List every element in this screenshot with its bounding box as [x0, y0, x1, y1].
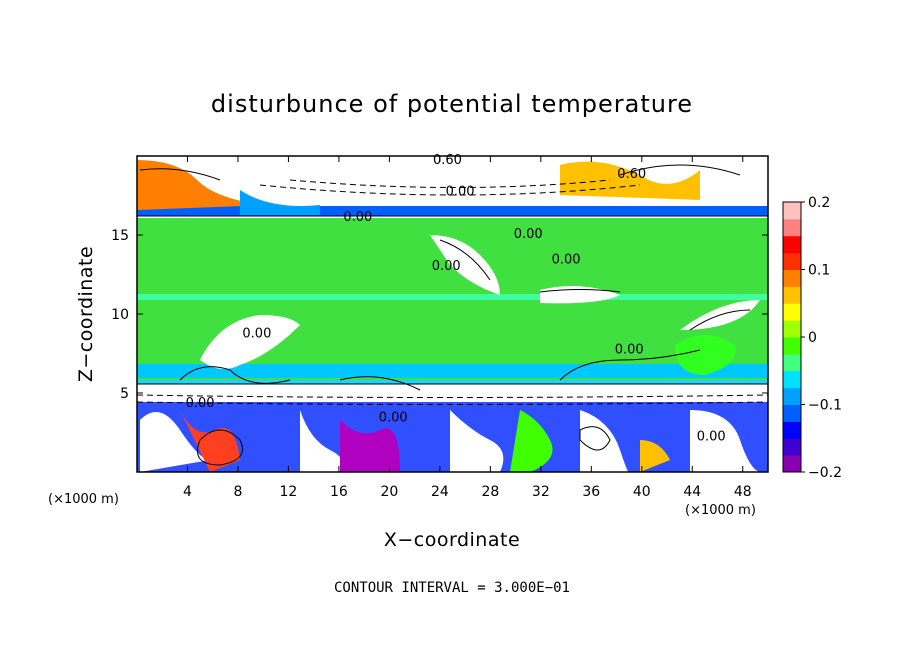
colorbar-swatch — [783, 455, 801, 473]
x-tick-label: 40 — [633, 484, 651, 500]
x-tick-label: 44 — [683, 484, 701, 500]
blob-green-1 — [510, 410, 553, 472]
contour-mid-1 — [179, 366, 291, 384]
colorbar-swatch — [783, 269, 801, 287]
x-tick-label: 16 — [330, 484, 348, 500]
colorbar-swatch — [783, 421, 801, 439]
colorbar-tick-label: −0.1 — [808, 398, 842, 414]
blob-upper-left — [200, 315, 300, 369]
blob-right-lower — [675, 335, 736, 375]
x-tick-label: 24 — [431, 484, 449, 500]
blob-white-1 — [140, 412, 210, 472]
x-tick-label: 48 — [734, 484, 752, 500]
colorbar-tick-label: 0 — [808, 330, 817, 346]
contour-label: 0.00 — [697, 429, 726, 444]
contour-interval-note: CONTOUR INTERVAL = 3.000E−01 — [334, 580, 570, 596]
contour-label: 0.00 — [379, 410, 408, 425]
y-tick-label: 5 — [120, 386, 129, 402]
y-axis: 5 10 15 — [111, 228, 768, 402]
inversion-white-band — [137, 384, 768, 402]
contour-mid-5 — [539, 289, 621, 293]
mid-band-cyan — [137, 294, 768, 300]
contour-label: 0.00 — [615, 343, 644, 358]
colorbar-swatch — [783, 303, 801, 321]
contour-label: 0.60 — [433, 153, 462, 168]
colorbar-swatch — [783, 320, 801, 338]
x-axis-label: X−coordinate — [384, 529, 520, 551]
colorbar-swatch — [783, 218, 801, 237]
blob-magenta-1 — [340, 420, 400, 472]
colorbar-swatch — [783, 202, 801, 220]
x-tick-label: 36 — [582, 484, 600, 500]
colorbar-swatch — [783, 252, 801, 270]
blob-yellow-1 — [640, 440, 670, 472]
contour-mid-6 — [689, 309, 751, 331]
colorbar-swatch — [783, 353, 801, 372]
x-axis: 4 8 12 16 20 24 28 32 36 40 44 48 — [183, 156, 752, 500]
colorbar-swatch — [783, 387, 801, 405]
colorbar-swatch — [783, 438, 801, 456]
mid-band-blue — [137, 364, 768, 378]
x-tick-label: 4 — [183, 484, 192, 500]
y-tick-label: 15 — [111, 228, 129, 244]
colorbar-swatch — [783, 337, 801, 355]
contour-label: 0.00 — [514, 227, 543, 242]
contour-low-1 — [197, 429, 243, 466]
colorbar-swatch — [783, 286, 801, 304]
blob-white-2 — [300, 410, 344, 472]
contour-label: 0.00 — [446, 185, 475, 200]
blob-red-1 — [180, 410, 240, 472]
colorbar-tick-label: −0.2 — [808, 465, 842, 481]
contour-label: 0.00 — [242, 327, 271, 342]
y-axis-label: Z−coordinate — [75, 246, 97, 382]
contour-label: 0.00 — [343, 210, 372, 225]
x-tick-label: 28 — [481, 484, 499, 500]
contour-upper-2 — [619, 164, 741, 176]
contour-label: 0.00 — [432, 259, 461, 274]
contour-dashed-2 — [289, 179, 611, 188]
upper-layer-blob-1 — [137, 160, 267, 210]
contour-mid-4 — [439, 239, 491, 281]
upper-layer-base — [137, 206, 768, 216]
contour-label-group: 0.60 0.60 0.00 0.00 0.00 0.00 0.00 0.00 0.00 0.00… — [186, 153, 726, 445]
colorbar-tick-label: 0.2 — [808, 195, 830, 211]
contour-mid-3 — [559, 349, 701, 381]
x-tick-label: 32 — [532, 484, 550, 500]
contour-label: 0.00 — [186, 396, 215, 411]
colorbar-swatch — [783, 235, 801, 254]
contour-lines — [137, 164, 768, 466]
x-tick-label: 20 — [380, 484, 398, 500]
x-unit-right: (×1000 m) — [685, 503, 756, 518]
y-tick-label: 10 — [111, 307, 129, 323]
contour-low-2 — [579, 426, 611, 451]
plot-area — [137, 156, 768, 472]
contour-dashed-4 — [137, 401, 768, 405]
contour-upper-1 — [139, 168, 221, 181]
x-unit-left: (×1000 m) — [48, 492, 119, 507]
x-tick-label: 8 — [233, 484, 242, 500]
contour-mid-2 — [339, 376, 421, 391]
x-tick-label: 12 — [280, 484, 298, 500]
contour-dashed-1 — [259, 184, 641, 196]
contour-dashed-3 — [137, 394, 768, 398]
upper-layer-blob-2 — [560, 161, 700, 200]
colorbar-tick-label: 0.1 — [808, 263, 830, 279]
contour-label: 0.60 — [617, 167, 646, 182]
chart-title: disturbunce of potential temperature — [211, 90, 693, 118]
colorbar-swatch — [783, 404, 801, 422]
contour-label: 0.00 — [552, 252, 581, 267]
blob-upper-mid — [430, 235, 500, 295]
blob-white-5 — [690, 410, 760, 472]
upper-layer-blob-3 — [240, 190, 320, 215]
colorbar-swatch — [783, 370, 801, 389]
blob-white-4 — [580, 410, 630, 472]
blob-white-3 — [450, 410, 504, 472]
colorbar: 0.2 0.1 0 −0.1 −0.2 — [782, 195, 842, 481]
